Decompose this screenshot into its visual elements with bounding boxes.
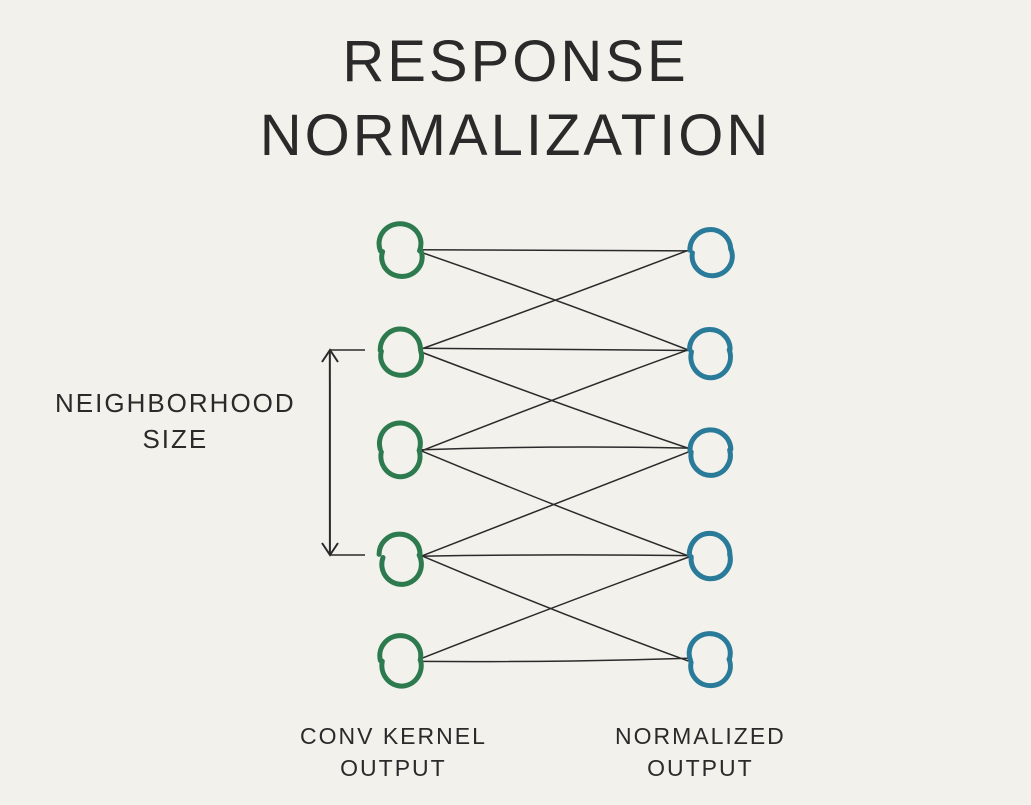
conv-node-3 xyxy=(379,534,421,584)
norm-node-0 xyxy=(690,230,732,276)
edge xyxy=(419,348,692,350)
conv-node-2 xyxy=(379,423,420,477)
network-diagram xyxy=(0,0,1031,805)
edge xyxy=(419,250,691,251)
edge xyxy=(419,658,689,661)
norm-node-2 xyxy=(690,430,731,476)
conv-node-1 xyxy=(380,329,421,375)
norm-node-3 xyxy=(689,533,730,578)
norm-node-1 xyxy=(690,330,731,378)
norm-node-4 xyxy=(689,634,730,686)
conv-node-4 xyxy=(380,636,421,686)
edge xyxy=(419,555,690,556)
edge xyxy=(419,349,691,452)
edge xyxy=(419,447,689,450)
edge xyxy=(421,249,691,349)
conv-node-0 xyxy=(379,224,422,277)
